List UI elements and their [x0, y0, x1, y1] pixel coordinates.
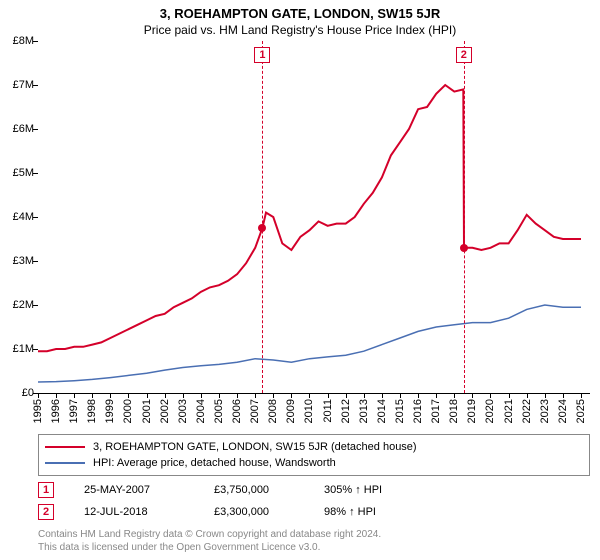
xtick-label: 2006	[231, 399, 243, 423]
legend-item-property: 3, ROEHAMPTON GATE, LONDON, SW15 5JR (de…	[45, 439, 583, 455]
ytick-label: £8M	[13, 35, 34, 47]
xtick-label: 2000	[122, 399, 134, 423]
xtick-label: 2009	[285, 399, 297, 423]
xtick-label: 2007	[249, 399, 261, 423]
xtick-label: 2025	[575, 399, 587, 423]
footer-line2: This data is licensed under the Open Gov…	[38, 541, 590, 554]
xtick-label: 1999	[104, 399, 116, 423]
xtick-label: 2024	[557, 399, 569, 423]
xtick-label: 2013	[358, 399, 370, 423]
xtick-label: 1995	[32, 399, 44, 423]
xtick-label: 2023	[539, 399, 551, 423]
footer: Contains HM Land Registry data © Crown c…	[38, 528, 590, 554]
events-list: 1 25-MAY-2007 £3,750,000 305% ↑ HPI 2 12-JUL-…	[0, 482, 600, 520]
xtick-label: 1998	[86, 399, 98, 423]
xtick-label: 2008	[267, 399, 279, 423]
legend-swatch-hpi	[45, 462, 85, 464]
xtick-label: 2012	[340, 399, 352, 423]
ytick-label: £3M	[13, 255, 34, 267]
event-date: 25-MAY-2007	[84, 484, 184, 496]
legend-item-hpi: HPI: Average price, detached house, Wand…	[45, 455, 583, 471]
xtick-label: 1997	[68, 399, 80, 423]
ytick-label: £6M	[13, 123, 34, 135]
event-delta: 305% ↑ HPI	[324, 484, 382, 496]
ytick-label: £2M	[13, 299, 34, 311]
plot-area: £0£1M£2M£3M£4M£5M£6M£7M£8M19951996199719…	[38, 41, 590, 394]
marker-dot	[460, 244, 468, 252]
chart-subtitle: Price paid vs. HM Land Registry's House …	[0, 21, 600, 41]
xtick-label: 2004	[195, 399, 207, 423]
xtick-label: 1996	[50, 399, 62, 423]
xtick-label: 2010	[303, 399, 315, 423]
marker-num-box: 2	[456, 47, 472, 63]
xtick-label: 2020	[484, 399, 496, 423]
event-date: 12-JUL-2018	[84, 506, 184, 518]
marker-dot	[258, 224, 266, 232]
xtick-label: 2016	[412, 399, 424, 423]
ytick-label: £7M	[13, 79, 34, 91]
ytick-label: £1M	[13, 343, 34, 355]
xtick-label: 2021	[503, 399, 515, 423]
event-row: 2 12-JUL-2018 £3,300,000 98% ↑ HPI	[38, 504, 590, 520]
xtick-label: 2003	[177, 399, 189, 423]
legend-label-property: 3, ROEHAMPTON GATE, LONDON, SW15 5JR (de…	[93, 441, 417, 453]
legend-label-hpi: HPI: Average price, detached house, Wand…	[93, 457, 336, 469]
marker-vline	[464, 41, 465, 393]
event-row: 1 25-MAY-2007 £3,750,000 305% ↑ HPI	[38, 482, 590, 498]
ytick-label: £4M	[13, 211, 34, 223]
marker-vline	[262, 41, 263, 393]
marker-num-box: 1	[254, 47, 270, 63]
lines-svg	[38, 41, 590, 393]
legend: 3, ROEHAMPTON GATE, LONDON, SW15 5JR (de…	[38, 434, 590, 476]
legend-swatch-property	[45, 446, 85, 448]
xtick-label: 2019	[466, 399, 478, 423]
xtick-label: 2014	[376, 399, 388, 423]
footer-line1: Contains HM Land Registry data © Crown c…	[38, 528, 590, 541]
chart-container: 3, ROEHAMPTON GATE, LONDON, SW15 5JR Pri…	[0, 0, 600, 560]
event-delta: 98% ↑ HPI	[324, 506, 376, 518]
xtick-label: 2002	[159, 399, 171, 423]
xtick-label: 2011	[322, 399, 334, 423]
series-line-hpi	[38, 305, 581, 382]
chart-title: 3, ROEHAMPTON GATE, LONDON, SW15 5JR	[0, 0, 600, 21]
series-line-property	[38, 85, 581, 351]
xtick-label: 2001	[141, 399, 153, 423]
event-num-box: 1	[38, 482, 54, 498]
xtick-label: 2005	[213, 399, 225, 423]
xtick-label: 2022	[521, 399, 533, 423]
event-price: £3,750,000	[214, 484, 294, 496]
event-num-box: 2	[38, 504, 54, 520]
xtick-label: 2015	[394, 399, 406, 423]
event-price: £3,300,000	[214, 506, 294, 518]
xtick-label: 2018	[448, 399, 460, 423]
ytick-label: £5M	[13, 167, 34, 179]
xtick-label: 2017	[430, 399, 442, 423]
